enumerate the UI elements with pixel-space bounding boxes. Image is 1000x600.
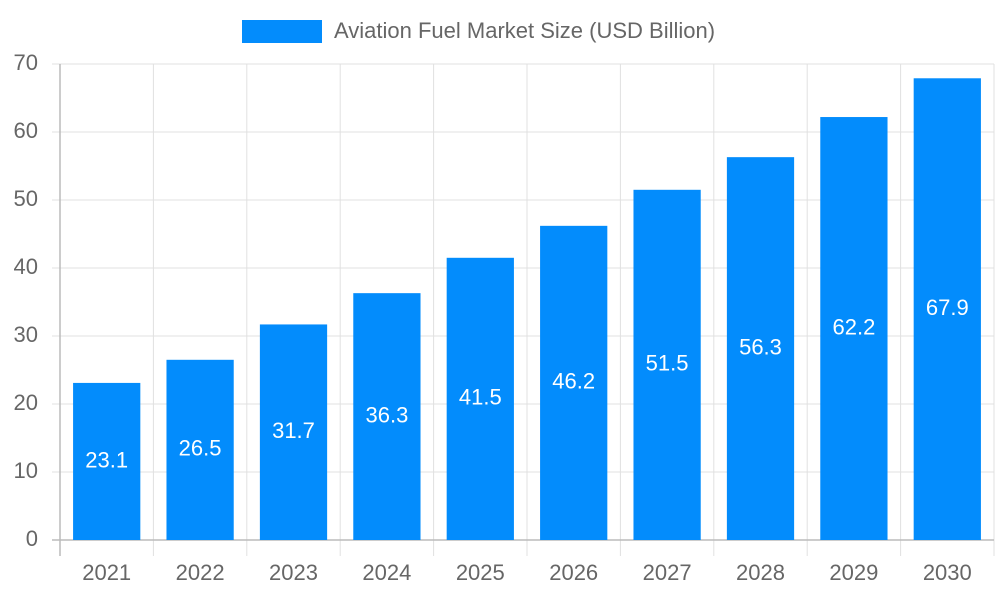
bar [820,117,888,540]
value-label: 41.5 [459,385,502,410]
value-label: 36.3 [365,402,408,427]
bar [913,78,981,540]
value-label: 51.5 [646,351,689,376]
x-tick-label: 2021 [82,560,131,585]
x-tick-label: 2029 [829,560,878,585]
bar [540,225,608,540]
y-tick-label: 0 [26,526,38,551]
value-label: 31.7 [272,418,315,443]
value-label: 26.5 [179,436,222,461]
value-label: 67.9 [926,295,969,320]
x-tick-label: 2025 [456,560,505,585]
y-tick-label: 50 [14,186,38,211]
x-tick-label: 2024 [362,560,411,585]
y-tick-label: 60 [14,118,38,143]
x-tick-label: 2030 [923,560,972,585]
legend-label: Aviation Fuel Market Size (USD Billion) [334,18,715,43]
y-tick-label: 10 [14,458,38,483]
value-label: 46.2 [552,369,595,394]
bar [726,157,795,540]
x-tick-label: 2026 [549,560,598,585]
y-tick-label: 70 [14,50,38,75]
legend: Aviation Fuel Market Size (USD Billion) [242,18,715,43]
legend-swatch [242,20,322,43]
x-tick-label: 2022 [176,560,225,585]
value-label: 62.2 [832,314,875,339]
x-tick-label: 2028 [736,560,785,585]
bar [259,324,328,540]
value-label: 23.1 [85,447,128,472]
y-tick-label: 20 [14,390,38,415]
y-tick-label: 30 [14,322,38,347]
y-tick-label: 40 [14,254,38,279]
value-label: 56.3 [739,334,782,359]
x-tick-label: 2023 [269,560,318,585]
bar [353,293,421,540]
bar [166,359,234,540]
bar [633,189,701,541]
x-tick-label: 2027 [643,560,692,585]
bar [446,257,514,540]
bar [73,382,141,540]
